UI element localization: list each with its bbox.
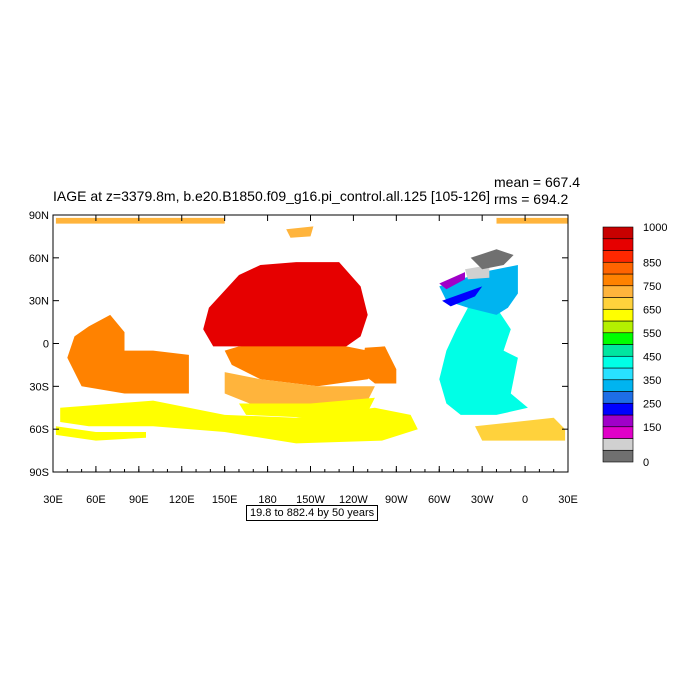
y-tick-label: 60N	[29, 253, 49, 265]
age-region-1	[496, 217, 568, 224]
age-region-4	[203, 262, 368, 351]
colorbar-label: 450	[643, 351, 661, 363]
mean-stat: mean = 667.4	[494, 174, 581, 190]
contour-info-label: 19.8 to 882.4 by 50 years	[246, 505, 379, 521]
age-region-11	[439, 307, 528, 415]
x-tick-label: 180	[258, 494, 276, 506]
age-region-7	[360, 346, 397, 384]
colorbar-box	[602, 226, 634, 240]
colorbar-label: 350	[643, 375, 661, 387]
age-region-2	[286, 226, 314, 238]
x-tick-label: 90W	[385, 494, 408, 506]
colorbar-label: 0	[643, 457, 649, 469]
y-tick-label: 30S	[29, 381, 49, 393]
age-region-10	[55, 426, 146, 441]
colorbar-box	[602, 332, 634, 345]
colorbar-label: 750	[643, 281, 661, 293]
colorbar-box	[602, 414, 634, 428]
age-field	[55, 217, 568, 444]
colorbar-box	[602, 238, 634, 251]
x-tick-label: 150E	[212, 494, 238, 506]
y-tick-label: 90S	[29, 467, 49, 479]
plot-title: IAGE at z=3379.8m, b.e20.B1850.f09_g16.p…	[53, 188, 491, 204]
colorbar-box	[602, 308, 634, 322]
colorbar-box	[602, 273, 634, 287]
colorbar-box	[602, 367, 634, 381]
age-region-5	[224, 346, 385, 387]
colorbar-box	[602, 449, 634, 463]
colorbar-label: 150	[643, 422, 661, 434]
colorbar-box	[602, 355, 634, 369]
age-region-9	[60, 400, 418, 444]
age-region-13	[475, 417, 566, 441]
colorbar-label: 250	[643, 398, 661, 410]
colorbar-box	[602, 261, 634, 275]
colorbar-label: 650	[643, 304, 661, 316]
x-tick-label: 150W	[296, 494, 325, 506]
age-region-3	[67, 314, 189, 394]
y-tick-label: 60S	[29, 424, 49, 436]
colorbar-label: 1000	[643, 222, 667, 234]
colorbar-box	[602, 379, 634, 392]
age-region-0	[55, 217, 225, 224]
colorbar-label: 550	[643, 328, 661, 340]
x-tick-label: 0	[522, 494, 528, 506]
colorbar-box	[602, 438, 634, 451]
age-region-6	[224, 372, 375, 408]
x-tick-label: 120E	[169, 494, 195, 506]
x-tick-label: 60W	[428, 494, 451, 506]
colorbar-box	[602, 285, 634, 298]
colorbar-box	[602, 391, 634, 404]
colorbar-box	[602, 250, 634, 263]
age-region-14	[439, 272, 465, 290]
x-tick-label: 30E	[558, 494, 578, 506]
colorbar-box	[602, 297, 634, 310]
colorbar-box	[602, 426, 634, 439]
colorbar-box	[602, 344, 634, 357]
age-region-17	[470, 249, 514, 270]
x-tick-label: 90E	[129, 494, 149, 506]
x-tick-label: 30W	[471, 494, 494, 506]
y-tick-label: 90N	[29, 210, 49, 222]
y-tick-label: 30N	[29, 296, 49, 308]
x-tick-label: 60E	[86, 494, 106, 506]
map-axes: 30E 60E 90E 120E 150E 180 150W 120W 90W 60W 30W 0 30…	[29, 210, 578, 506]
y-tick-label: 0	[43, 339, 49, 351]
colorbar-label: 850	[643, 257, 661, 269]
colorbar-box	[602, 320, 634, 334]
x-tick-label: 120W	[339, 494, 368, 506]
colorbar: 0 150 250 350 450 550 650 750 850 1000	[602, 222, 667, 469]
x-tick-label: 30E	[43, 494, 63, 506]
rms-stat: rms = 694.2	[494, 191, 569, 207]
colorbar-box	[602, 402, 634, 416]
age-region-15	[442, 286, 483, 307]
